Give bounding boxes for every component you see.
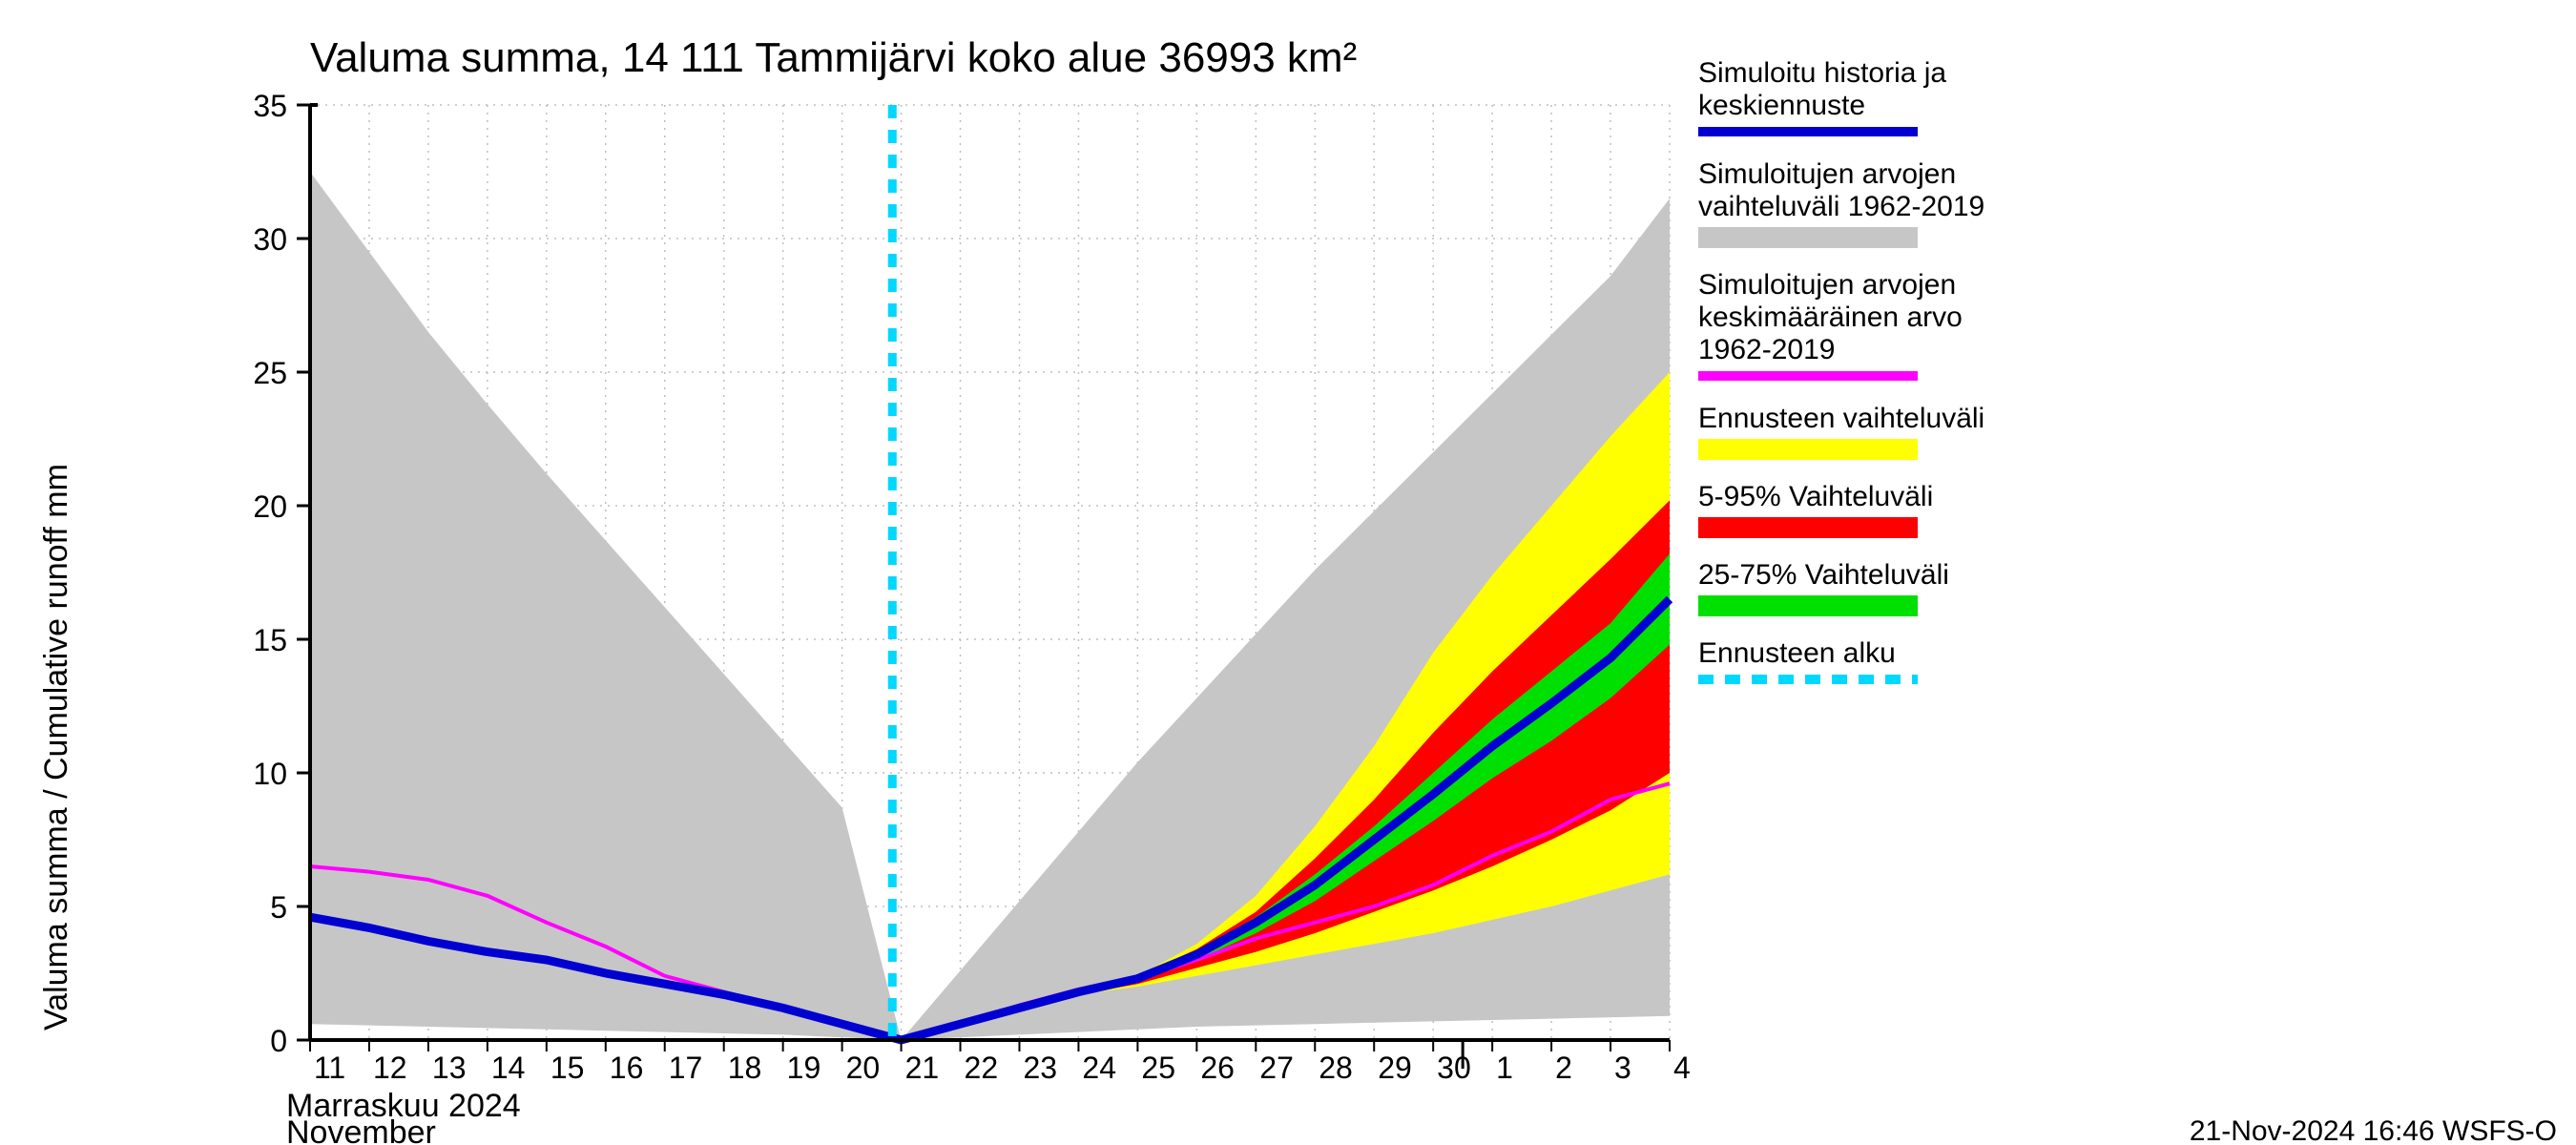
legend-swatch bbox=[1698, 439, 1918, 460]
legend-label: 5-95% Vaihteluväli bbox=[1698, 481, 1933, 512]
legend: Simuloitu historia jakeskiennuste Simuloi… bbox=[1698, 57, 1984, 679]
chart-title: Valuma summa, 14 111 Tammijärvi koko alu… bbox=[310, 34, 1357, 81]
x-axis-label-en: November bbox=[286, 1114, 436, 1145]
x-tick: 19 bbox=[787, 1051, 821, 1085]
y-tick: 10 bbox=[253, 757, 287, 791]
x-tick: 14 bbox=[491, 1051, 526, 1085]
x-tick: 3 bbox=[1614, 1051, 1631, 1085]
x-tick: 23 bbox=[1023, 1051, 1057, 1085]
y-tick: 30 bbox=[253, 222, 287, 257]
legend-label: Simuloitujen arvojen bbox=[1698, 158, 1956, 190]
plot-area bbox=[310, 105, 1670, 1069]
x-tick: 13 bbox=[432, 1051, 467, 1085]
x-tick: 17 bbox=[669, 1051, 703, 1085]
legend-label: Simuloitujen arvojen bbox=[1698, 269, 1956, 301]
x-tick: 27 bbox=[1259, 1051, 1294, 1085]
legend-label: 1962-2019 bbox=[1698, 334, 1835, 365]
y-tick: 5 bbox=[270, 890, 287, 925]
legend-label: vaihteluväli 1962-2019 bbox=[1698, 191, 1984, 222]
x-tick: 26 bbox=[1200, 1051, 1235, 1085]
x-tick: 2 bbox=[1555, 1051, 1572, 1085]
y-tick: 15 bbox=[253, 623, 287, 657]
x-tick: 22 bbox=[965, 1051, 999, 1085]
runoff-chart: Valuma summa, 14 111 Tammijärvi koko alu… bbox=[0, 0, 2576, 1145]
x-tick: 12 bbox=[373, 1051, 407, 1085]
y-tick-labels: 0 5 10 15 20 25 30 35 bbox=[253, 89, 310, 1058]
x-tick: 1 bbox=[1496, 1051, 1513, 1085]
x-tick: 11 bbox=[314, 1051, 345, 1085]
x-tick: 20 bbox=[846, 1051, 881, 1085]
y-tick: 0 bbox=[270, 1024, 287, 1058]
x-tick: 30 bbox=[1437, 1051, 1471, 1085]
legend-label: Ennusteen vaihteluväli bbox=[1698, 403, 1984, 434]
y-tick: 25 bbox=[253, 356, 287, 390]
legend-label: Ennusteen alku bbox=[1698, 637, 1896, 669]
timestamp: 21-Nov-2024 16:46 WSFS-O bbox=[2190, 1115, 2557, 1145]
x-tick: 4 bbox=[1673, 1051, 1691, 1085]
legend-label: keskimääräinen arvo bbox=[1698, 302, 1963, 333]
x-tick: 25 bbox=[1141, 1051, 1175, 1085]
legend-label: 25-75% Vaihteluväli bbox=[1698, 559, 1949, 591]
x-tick: 15 bbox=[551, 1051, 585, 1085]
y-axis-label: Valuma summa / Cumulative runoff mm bbox=[38, 464, 74, 1030]
x-tick: 29 bbox=[1378, 1051, 1412, 1085]
legend-label: keskiennuste bbox=[1698, 90, 1865, 121]
y-tick: 20 bbox=[253, 489, 287, 524]
x-tick-labels: 1112131415161718192021222324252627282930… bbox=[310, 1040, 1691, 1085]
x-tick: 18 bbox=[728, 1051, 762, 1085]
legend-swatch bbox=[1698, 517, 1918, 538]
x-tick: 16 bbox=[610, 1051, 644, 1085]
x-tick: 21 bbox=[905, 1051, 940, 1085]
legend-swatch bbox=[1698, 595, 1918, 616]
y-tick: 35 bbox=[253, 89, 287, 123]
x-tick: 24 bbox=[1082, 1051, 1116, 1085]
legend-label: Simuloitu historia ja bbox=[1698, 57, 1946, 89]
legend-swatch bbox=[1698, 227, 1918, 248]
x-tick: 28 bbox=[1319, 1051, 1353, 1085]
